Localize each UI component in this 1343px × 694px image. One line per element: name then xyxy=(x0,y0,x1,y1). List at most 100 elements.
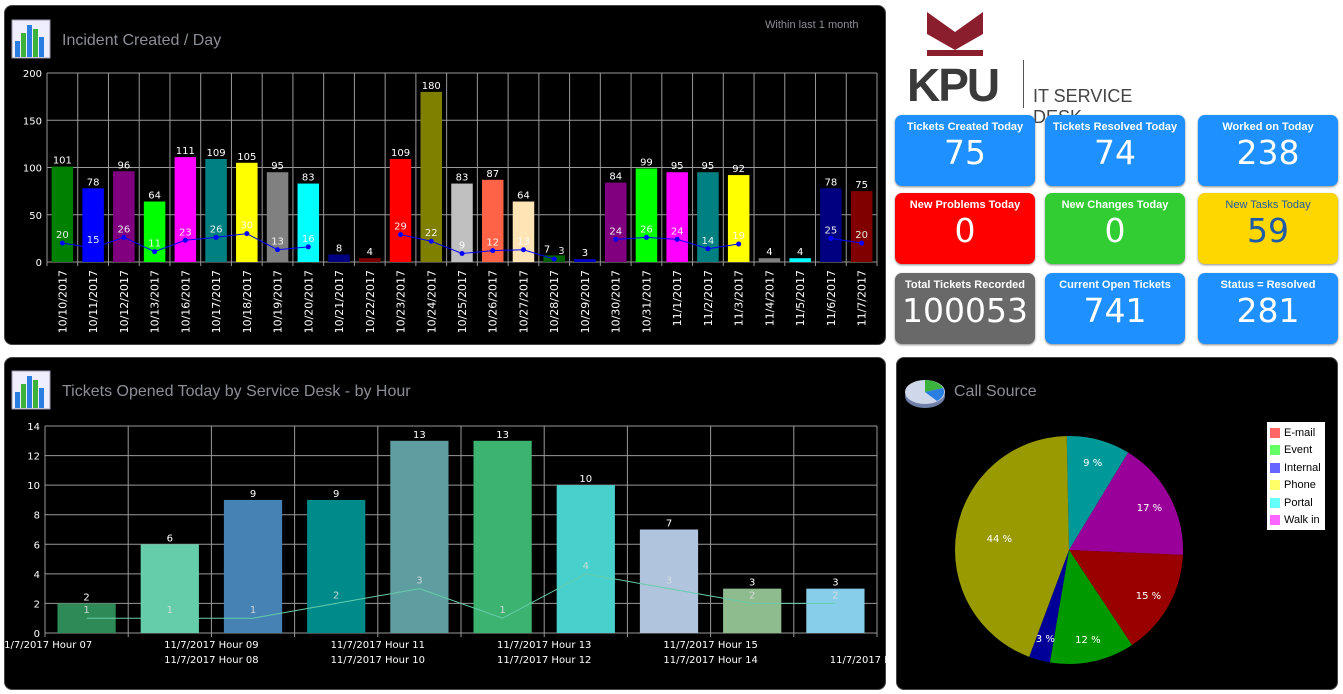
x-tick-label: 10/24/2017 xyxy=(425,270,438,333)
bar xyxy=(806,588,865,633)
incident-chart: 05010015020010110/10/20177810/11/2017961… xyxy=(23,69,878,333)
line-value-label: 16 xyxy=(302,234,315,245)
kpi-tile[interactable]: Worked on Today 238 xyxy=(1198,115,1338,186)
x-tick-label: 10/30/2017 xyxy=(610,270,623,333)
legend-swatch xyxy=(1270,427,1280,438)
bar-value-label: 7 xyxy=(544,244,550,255)
y-tick-label: 0 xyxy=(34,629,40,640)
line-value-label: 15 xyxy=(87,235,100,246)
line-value-label: 20 xyxy=(56,230,69,241)
line-value-label: 3 xyxy=(666,576,672,587)
x-tick-label: 11/7/2017 Hour 07 xyxy=(0,640,92,651)
bar xyxy=(481,179,504,262)
legend-item: Event xyxy=(1270,442,1322,460)
line-value-label: 24 xyxy=(671,226,684,237)
kpi-tile[interactable]: Tickets Created Today 75 xyxy=(895,115,1035,186)
y-tick-label: 4 xyxy=(34,570,40,581)
y-tick-label: 200 xyxy=(23,69,42,80)
bar xyxy=(727,175,750,262)
x-tick-label: 10/29/2017 xyxy=(579,270,592,333)
x-tick-label: 11/7/2017 Hour 11 xyxy=(331,640,425,651)
kpi-label: Tickets Created Today xyxy=(906,121,1024,133)
bar xyxy=(307,499,366,633)
legend-item: Walk in xyxy=(1270,512,1322,530)
kpi-tile[interactable]: Tickets Resolved Today 74 xyxy=(1045,115,1185,186)
bar-value-label: 3 xyxy=(832,578,838,589)
x-tick-label: 11/7/2017 Hour 08 xyxy=(164,655,258,666)
bar-value-label: 105 xyxy=(237,152,256,163)
pie-slice-label: 15 % xyxy=(1136,591,1161,602)
line-series xyxy=(62,233,309,253)
bar xyxy=(140,544,199,633)
line-value-label: 22 xyxy=(425,228,438,239)
bar xyxy=(205,158,227,262)
bar xyxy=(758,258,781,262)
logo-brand: KPU xyxy=(907,59,1000,111)
legend-label: Phone xyxy=(1284,479,1316,492)
line-value-label: 1 xyxy=(167,605,173,616)
y-tick-label: 150 xyxy=(23,116,42,127)
bar-value-label: 3 xyxy=(749,578,755,589)
line-value-label: 9 xyxy=(459,240,465,251)
kpi-tile[interactable]: Current Open Tickets 741 xyxy=(1045,273,1185,344)
kpi-label: Tickets Resolved Today xyxy=(1052,121,1178,133)
x-tick-label: 11/3/2017 xyxy=(733,270,746,326)
kpi-tile[interactable]: Total Tickets Recorded 100053 xyxy=(895,273,1035,344)
x-tick-label: 10/16/2017 xyxy=(179,270,192,333)
bar xyxy=(328,254,350,262)
bar-value-label: 8 xyxy=(336,243,342,254)
line-value-label: 2 xyxy=(333,590,339,601)
bar-chart-icon xyxy=(11,370,51,410)
line-value-label: 25 xyxy=(825,225,838,236)
bar-value-label: 7 xyxy=(666,519,672,530)
line-value-label: 13 xyxy=(517,237,530,248)
line-series xyxy=(830,237,862,244)
kpi-value: 75 xyxy=(944,133,986,172)
line-value-label: 26 xyxy=(640,224,653,235)
incident-panel: Incident Created / Day Within last 1 mon… xyxy=(4,5,886,345)
pie-slice xyxy=(1069,452,1183,555)
bar-value-label: 13 xyxy=(413,430,426,441)
line-value-label: 11 xyxy=(148,239,161,250)
bar-value-label: 78 xyxy=(87,177,100,188)
bar-value-label: 101 xyxy=(53,156,72,167)
pie-slice xyxy=(1029,550,1069,663)
kpi-tile[interactable]: Status = Resolved 281 xyxy=(1198,273,1338,344)
kpi-tile[interactable]: New Changes Today 0 xyxy=(1045,193,1185,264)
pie-slice-label: 9 % xyxy=(1083,458,1102,469)
line-value-label: 3 xyxy=(558,246,564,257)
y-tick-label: 10 xyxy=(27,481,40,492)
legend-label: Event xyxy=(1284,444,1313,457)
kpi-value: 100053 xyxy=(902,291,1028,330)
bar xyxy=(297,183,320,262)
bar-value-label: 109 xyxy=(391,148,410,159)
kpi-label: New Problems Today xyxy=(909,199,1021,211)
line-value-label: 1 xyxy=(83,605,89,616)
line-value-label: 23 xyxy=(179,227,192,238)
bar xyxy=(512,201,535,262)
kpi-value: 741 xyxy=(1083,291,1147,330)
y-tick-label: 14 xyxy=(27,422,40,433)
line-value-label: 30 xyxy=(240,221,253,232)
incident-chart-title: Incident Created / Day xyxy=(62,32,222,49)
bar-value-label: 75 xyxy=(855,180,868,191)
x-tick-label: 11/4/2017 xyxy=(763,270,776,326)
x-tick-label: 10/23/2017 xyxy=(395,270,408,333)
kpi-tile[interactable]: New Problems Today 0 xyxy=(895,193,1035,264)
pie-slice xyxy=(955,436,1069,657)
bar xyxy=(604,182,627,262)
x-tick-label: 11/5/2017 xyxy=(794,270,807,326)
bar xyxy=(113,171,135,262)
x-tick-label: 10/21/2017 xyxy=(333,270,346,333)
pie-chart-icon xyxy=(905,380,945,408)
x-tick-label: 10/20/2017 xyxy=(302,270,315,333)
legend-label: Internal xyxy=(1284,461,1321,474)
bar-value-label: 64 xyxy=(517,191,530,202)
line-series xyxy=(86,573,836,619)
pie-slice xyxy=(1066,436,1129,550)
bar-value-label: 13 xyxy=(496,430,509,441)
kpi-tile[interactable]: New Tasks Today 59 xyxy=(1198,193,1338,264)
line-value-label: 4 xyxy=(583,561,589,572)
x-tick-label: 11/6/2017 xyxy=(825,270,838,326)
legend-label: Portal xyxy=(1284,496,1313,509)
